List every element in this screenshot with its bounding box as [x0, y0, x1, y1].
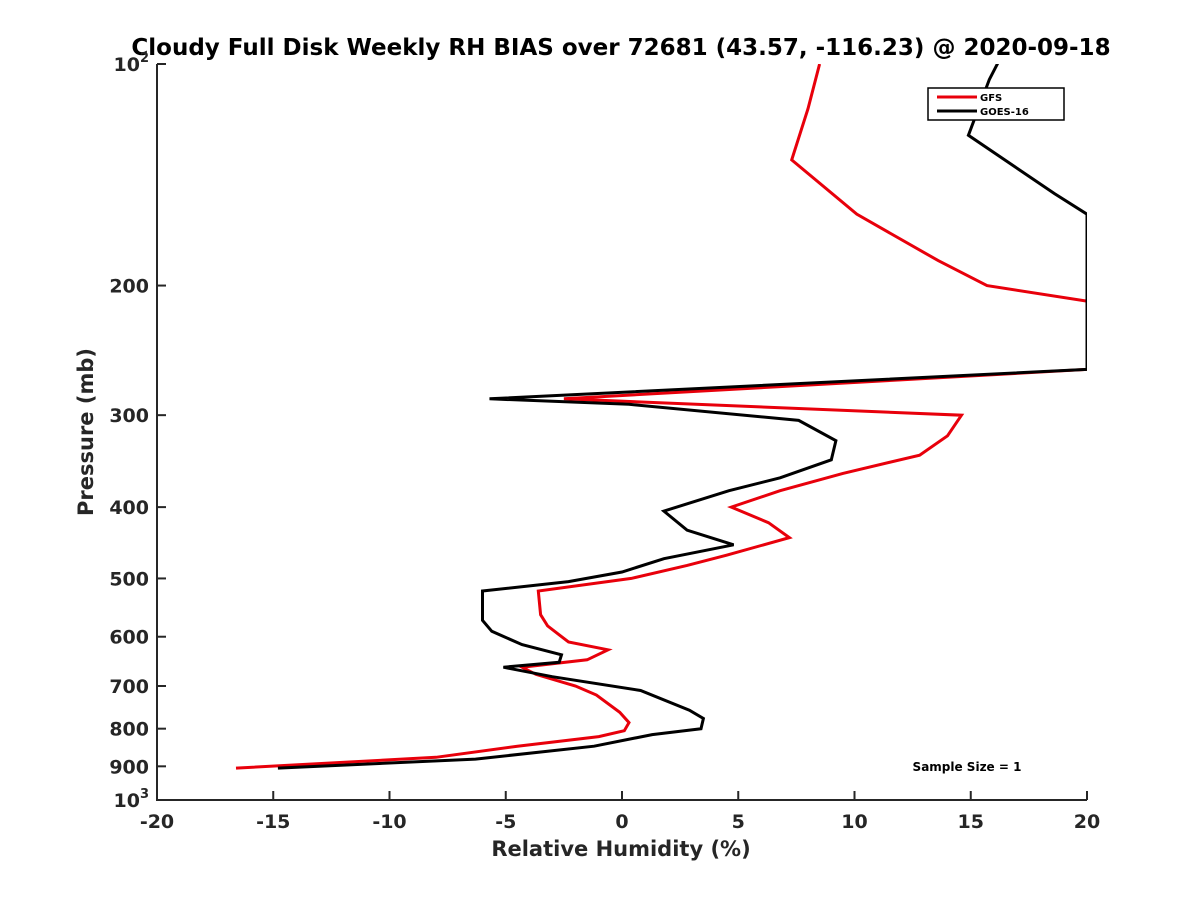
x-tick-label: -20	[140, 811, 174, 833]
x-tick-label: 20	[1074, 811, 1100, 833]
x-tick-label: 5	[732, 811, 745, 833]
x-tick-label: 10	[841, 811, 867, 833]
series-line-gfs	[235, 64, 1087, 770]
chart-title: Cloudy Full Disk Weekly RH BIAS over 726…	[131, 35, 1110, 61]
y-tick-label: 800	[109, 719, 149, 741]
y-axis: 102 200 300 400 500 600 700 800 900 103	[109, 51, 166, 812]
series-line-goes-16	[277, 64, 1087, 770]
y-tick-label: 900	[109, 756, 149, 778]
x-axis-label: Relative Humidity (%)	[491, 837, 750, 861]
legend: GFS GOES-16	[927, 87, 1065, 121]
x-axis: -20 -15 -10 -5 0 5 10 15 20	[140, 791, 1100, 833]
x-tick-label: -15	[256, 811, 290, 833]
sample-size-annotation: Sample Size = 1	[913, 760, 1022, 774]
y-tick-label: 400	[109, 497, 149, 519]
legend-label-goes-16: GOES-16	[980, 107, 1029, 118]
x-tick-label: 15	[958, 811, 984, 833]
legend-box	[927, 87, 1065, 121]
y-tick-label: 200	[109, 276, 149, 298]
y-axis-label: Pressure (mb)	[74, 348, 98, 516]
y-tick-label: 103	[114, 787, 150, 812]
y-tick-label: 500	[109, 568, 149, 590]
legend-label-gfs: GFS	[980, 93, 1002, 104]
y-tick-label: 700	[109, 676, 149, 698]
x-tick-label: -10	[372, 811, 406, 833]
y-tick-label: 300	[109, 405, 149, 427]
x-tick-label: 0	[615, 811, 628, 833]
x-tick-label: -5	[495, 811, 516, 833]
series-group	[235, 64, 1087, 770]
y-tick-label: 102	[114, 51, 150, 76]
y-tick-label: 600	[109, 627, 149, 649]
